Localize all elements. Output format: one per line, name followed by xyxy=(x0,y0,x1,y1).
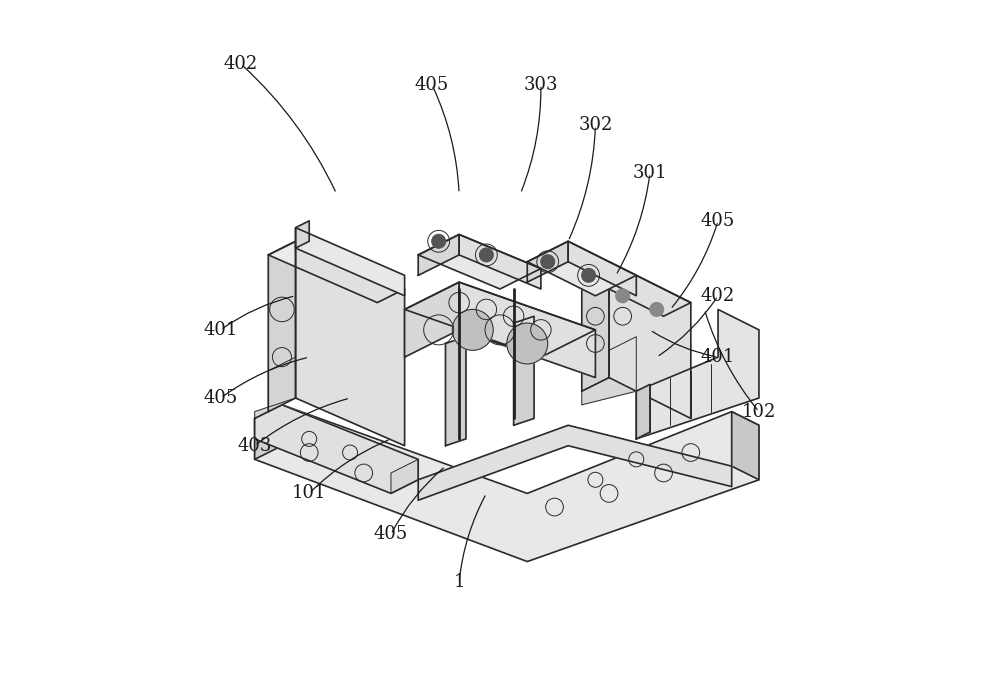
Polygon shape xyxy=(609,262,691,418)
Polygon shape xyxy=(255,357,296,418)
Polygon shape xyxy=(459,234,541,289)
Text: 401: 401 xyxy=(203,321,238,339)
Polygon shape xyxy=(418,234,541,289)
Text: 302: 302 xyxy=(578,116,613,135)
Polygon shape xyxy=(296,241,405,446)
Circle shape xyxy=(452,309,493,350)
Polygon shape xyxy=(418,425,732,500)
Polygon shape xyxy=(255,405,418,493)
Polygon shape xyxy=(527,241,568,282)
Polygon shape xyxy=(255,405,759,561)
Circle shape xyxy=(582,269,595,282)
Polygon shape xyxy=(296,221,309,248)
Text: 405: 405 xyxy=(415,76,449,93)
Polygon shape xyxy=(568,241,636,296)
Text: 102: 102 xyxy=(742,403,776,420)
Circle shape xyxy=(480,248,493,262)
Text: 402: 402 xyxy=(701,286,735,305)
Polygon shape xyxy=(514,316,534,425)
Text: 405: 405 xyxy=(203,389,238,407)
Polygon shape xyxy=(268,241,296,412)
Text: 1: 1 xyxy=(453,573,465,591)
Polygon shape xyxy=(405,282,459,357)
Polygon shape xyxy=(255,405,282,460)
Circle shape xyxy=(541,255,555,269)
Text: 405: 405 xyxy=(374,526,408,543)
Polygon shape xyxy=(582,262,691,316)
Polygon shape xyxy=(582,262,609,391)
Polygon shape xyxy=(459,282,595,378)
Polygon shape xyxy=(732,412,759,480)
Polygon shape xyxy=(296,227,405,296)
Polygon shape xyxy=(636,385,650,439)
Text: 402: 402 xyxy=(224,55,258,73)
Polygon shape xyxy=(268,241,405,302)
Text: 303: 303 xyxy=(524,76,558,93)
Polygon shape xyxy=(391,460,418,493)
Polygon shape xyxy=(445,337,466,446)
Circle shape xyxy=(507,323,548,364)
Text: 405: 405 xyxy=(701,212,735,230)
Circle shape xyxy=(432,234,445,248)
Polygon shape xyxy=(582,337,636,405)
Polygon shape xyxy=(636,309,759,439)
Text: 403: 403 xyxy=(237,437,272,455)
Circle shape xyxy=(616,289,629,302)
Text: 101: 101 xyxy=(292,484,326,502)
Polygon shape xyxy=(405,282,595,357)
Polygon shape xyxy=(527,241,636,296)
Text: 301: 301 xyxy=(633,164,667,182)
Text: 401: 401 xyxy=(701,348,735,366)
Circle shape xyxy=(650,302,664,316)
Polygon shape xyxy=(418,234,459,275)
